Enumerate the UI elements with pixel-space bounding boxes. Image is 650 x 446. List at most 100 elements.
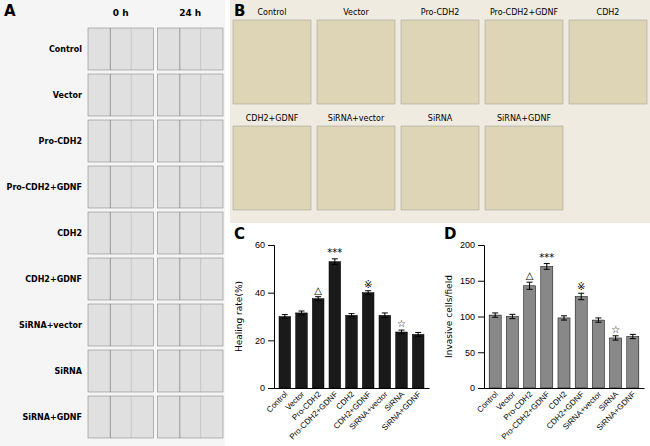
cell-label: SiRNA+vector	[328, 114, 385, 123]
image-cell	[158, 396, 224, 438]
cell-label: Vector	[343, 8, 369, 17]
image-cell	[401, 126, 479, 210]
image-cell	[158, 28, 224, 70]
scratch-line	[179, 350, 180, 392]
scratch-line	[110, 350, 111, 392]
tick-label: 20	[255, 336, 265, 346]
row-label: Vector	[53, 91, 82, 100]
panel-label: A	[4, 2, 16, 20]
x-axis: ControlVectorPro-CDH2Pro-CDH2+GDNFCDH2CD…	[475, 388, 644, 441]
error-bar	[282, 315, 288, 319]
error-bar	[492, 313, 498, 317]
scratch-line	[131, 120, 132, 162]
error-bar	[315, 297, 321, 301]
tick-label: 50	[465, 348, 475, 358]
tick-label: 0	[260, 383, 265, 393]
panel: C0204060ControlVectorPro-CDH2Pro-CDH2+GD…	[234, 225, 430, 441]
scratch-line	[200, 120, 201, 162]
scratch-line	[110, 120, 111, 162]
bar	[346, 315, 358, 388]
image-cell	[88, 120, 154, 162]
image-cell	[158, 120, 224, 162]
image-cell	[569, 20, 647, 104]
panel: D050100150200ControlVectorPro-CDH2Pro-CD…	[444, 225, 645, 441]
image-cell	[158, 74, 224, 116]
image-cell	[88, 350, 154, 392]
tick-label: SiRNA+GDNF	[595, 390, 638, 433]
tick-label: 60	[255, 240, 265, 250]
tick-mark	[268, 245, 274, 246]
tick: Control	[475, 388, 500, 414]
y-axis: 0 20 40 60	[255, 240, 275, 393]
image-cell	[233, 20, 311, 104]
image-cell	[158, 166, 224, 208]
tick: 40	[255, 288, 274, 298]
error-bar	[630, 334, 636, 338]
tick-label: Control	[265, 390, 290, 415]
error-bar	[299, 311, 305, 315]
tick-label: Pro-CDH2+GDNF	[288, 390, 340, 442]
error-bar	[561, 316, 567, 320]
row-label: SiRNA+vector	[19, 321, 82, 330]
axis-line	[478, 246, 485, 389]
row-label: SiRNA+GDNF	[22, 413, 82, 422]
bar	[279, 317, 291, 389]
column-label: 0 h	[113, 8, 129, 18]
bar	[541, 266, 553, 388]
scratch-line	[110, 74, 111, 116]
row-label: Control	[49, 45, 82, 54]
tick-label: 0	[470, 383, 475, 393]
cell-label: CDH2	[597, 8, 620, 17]
tick-mark	[478, 281, 484, 282]
tick-mark	[268, 340, 274, 341]
image-cell	[158, 304, 224, 346]
tick-label: Pro-CDH2+GDNF	[500, 390, 552, 442]
annotation: ※	[577, 281, 585, 292]
cell-label: Control	[258, 8, 287, 17]
scratch-line	[131, 28, 132, 70]
image-cell	[88, 166, 154, 208]
cell-label: Pro-CDH2+GDNF	[490, 8, 559, 17]
image-cell	[88, 258, 154, 300]
bar	[575, 296, 587, 388]
error-bar	[365, 291, 371, 295]
bar	[312, 299, 324, 388]
scratch-line	[131, 74, 132, 116]
y-axis: 050100150200	[460, 240, 485, 393]
bar	[506, 317, 518, 389]
annotation: ☆	[397, 318, 406, 329]
tick-label: 100	[460, 312, 475, 322]
scratch-line	[110, 304, 111, 346]
tick-mark	[268, 293, 274, 294]
tick-mark	[478, 245, 484, 246]
cell-label: Pro-CDH2	[421, 8, 460, 17]
scratch-line	[131, 166, 132, 208]
error-bar	[509, 314, 515, 318]
tick: 50	[465, 348, 484, 358]
annotation: ***	[539, 252, 554, 263]
image-cell	[485, 20, 563, 104]
bar	[296, 313, 308, 388]
scratch-line	[179, 166, 180, 208]
cell-label: CDH2+GDNF	[246, 114, 299, 123]
column-label: 24 h	[179, 8, 201, 18]
bar	[379, 315, 391, 388]
marks	[489, 264, 639, 388]
annotation: △	[314, 285, 322, 296]
tick: Control	[265, 388, 290, 414]
axis-title: Invasive cells/field	[444, 275, 454, 358]
image-cell	[88, 396, 154, 438]
error-bar	[578, 293, 584, 299]
bar	[610, 338, 622, 388]
bar	[524, 286, 536, 388]
bar	[489, 315, 501, 388]
tick: 200	[460, 240, 484, 250]
scratch-line	[131, 350, 132, 392]
scratch-line	[179, 396, 180, 438]
tick-mark	[478, 388, 484, 389]
tick: SiRNA+GDNF	[595, 388, 638, 432]
cell-label: SiRNA	[428, 114, 453, 123]
scratch-line	[200, 396, 201, 438]
tick: SiRNA+GDNF	[380, 388, 423, 432]
scratch-line	[200, 350, 201, 392]
